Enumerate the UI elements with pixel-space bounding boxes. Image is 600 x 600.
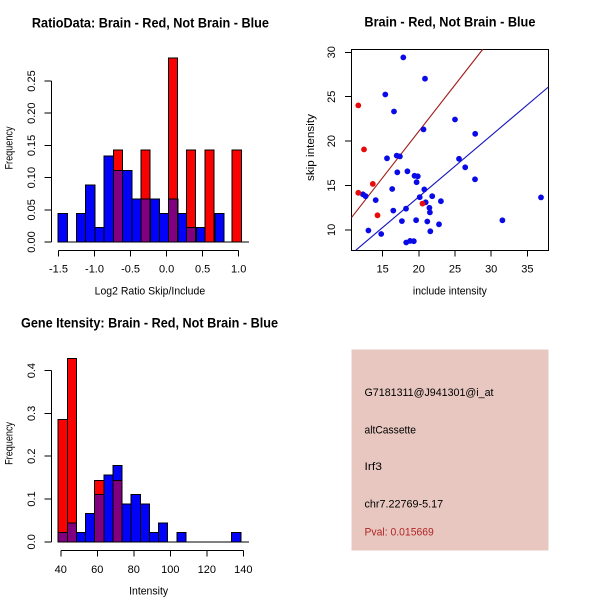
svg-text:0.15: 0.15 bbox=[26, 135, 38, 156]
svg-text:25: 25 bbox=[326, 91, 338, 103]
svg-text:-0.5: -0.5 bbox=[121, 264, 140, 276]
svg-text:skip intensity: skip intensity bbox=[305, 113, 317, 181]
svg-text:0.20: 0.20 bbox=[26, 102, 38, 123]
svg-text:0.2: 0.2 bbox=[26, 449, 38, 464]
svg-text:100: 100 bbox=[161, 564, 179, 576]
svg-text:0.1: 0.1 bbox=[26, 491, 38, 506]
svg-text:15: 15 bbox=[326, 179, 338, 191]
svg-text:1.0: 1.0 bbox=[231, 264, 246, 276]
svg-text:include intensity: include intensity bbox=[413, 286, 487, 298]
svg-text:Frequency: Frequency bbox=[4, 421, 16, 464]
svg-text:chr7.22769-5.17: chr7.22769-5.17 bbox=[365, 498, 444, 510]
svg-text:35: 35 bbox=[521, 264, 533, 276]
svg-text:Brain - Red, Not Brain - Blue: Brain - Red, Not Brain - Blue bbox=[364, 13, 535, 29]
svg-text:Pval: 0.015669: Pval: 0.015669 bbox=[365, 526, 434, 538]
svg-text:0.25: 0.25 bbox=[26, 70, 38, 91]
svg-text:Log2 Ratio Skip/Include: Log2 Ratio Skip/Include bbox=[95, 286, 206, 298]
svg-text:140: 140 bbox=[234, 564, 252, 576]
svg-text:G7181311@J941301@i_at: G7181311@J941301@i_at bbox=[365, 387, 494, 399]
svg-text:0.3: 0.3 bbox=[26, 406, 38, 421]
svg-text:20: 20 bbox=[326, 135, 338, 147]
svg-text:0.00: 0.00 bbox=[26, 231, 38, 252]
svg-text:0.5: 0.5 bbox=[195, 264, 210, 276]
svg-text:altCassette: altCassette bbox=[365, 425, 417, 437]
svg-text:Intensity: Intensity bbox=[129, 586, 168, 598]
svg-text:30: 30 bbox=[326, 46, 338, 58]
svg-text:10: 10 bbox=[326, 224, 338, 236]
svg-text:120: 120 bbox=[198, 564, 216, 576]
svg-text:-1.0: -1.0 bbox=[85, 264, 104, 276]
svg-text:0.0: 0.0 bbox=[26, 534, 38, 549]
svg-text:RatioData: Brain - Red, Not Br: RatioData: Brain - Red, Not Brain - Blue bbox=[32, 14, 269, 30]
svg-text:25: 25 bbox=[449, 264, 461, 276]
svg-text:0.05: 0.05 bbox=[26, 199, 38, 220]
svg-text:15: 15 bbox=[376, 264, 388, 276]
svg-text:Gene Itensity: Brain - Red, No: Gene Itensity: Brain - Red, Not Brain - … bbox=[21, 314, 278, 330]
svg-text:Frequency: Frequency bbox=[4, 126, 16, 169]
svg-text:0.10: 0.10 bbox=[26, 167, 38, 188]
svg-text:60: 60 bbox=[91, 564, 103, 576]
svg-text:0.0: 0.0 bbox=[159, 264, 174, 276]
svg-text:0.4: 0.4 bbox=[26, 363, 38, 378]
svg-text:Irf3: Irf3 bbox=[365, 461, 382, 473]
svg-text:-1.5: -1.5 bbox=[49, 264, 68, 276]
svg-text:80: 80 bbox=[128, 564, 140, 576]
svg-text:40: 40 bbox=[55, 564, 67, 576]
svg-text:20: 20 bbox=[413, 264, 425, 276]
svg-text:30: 30 bbox=[485, 264, 497, 276]
